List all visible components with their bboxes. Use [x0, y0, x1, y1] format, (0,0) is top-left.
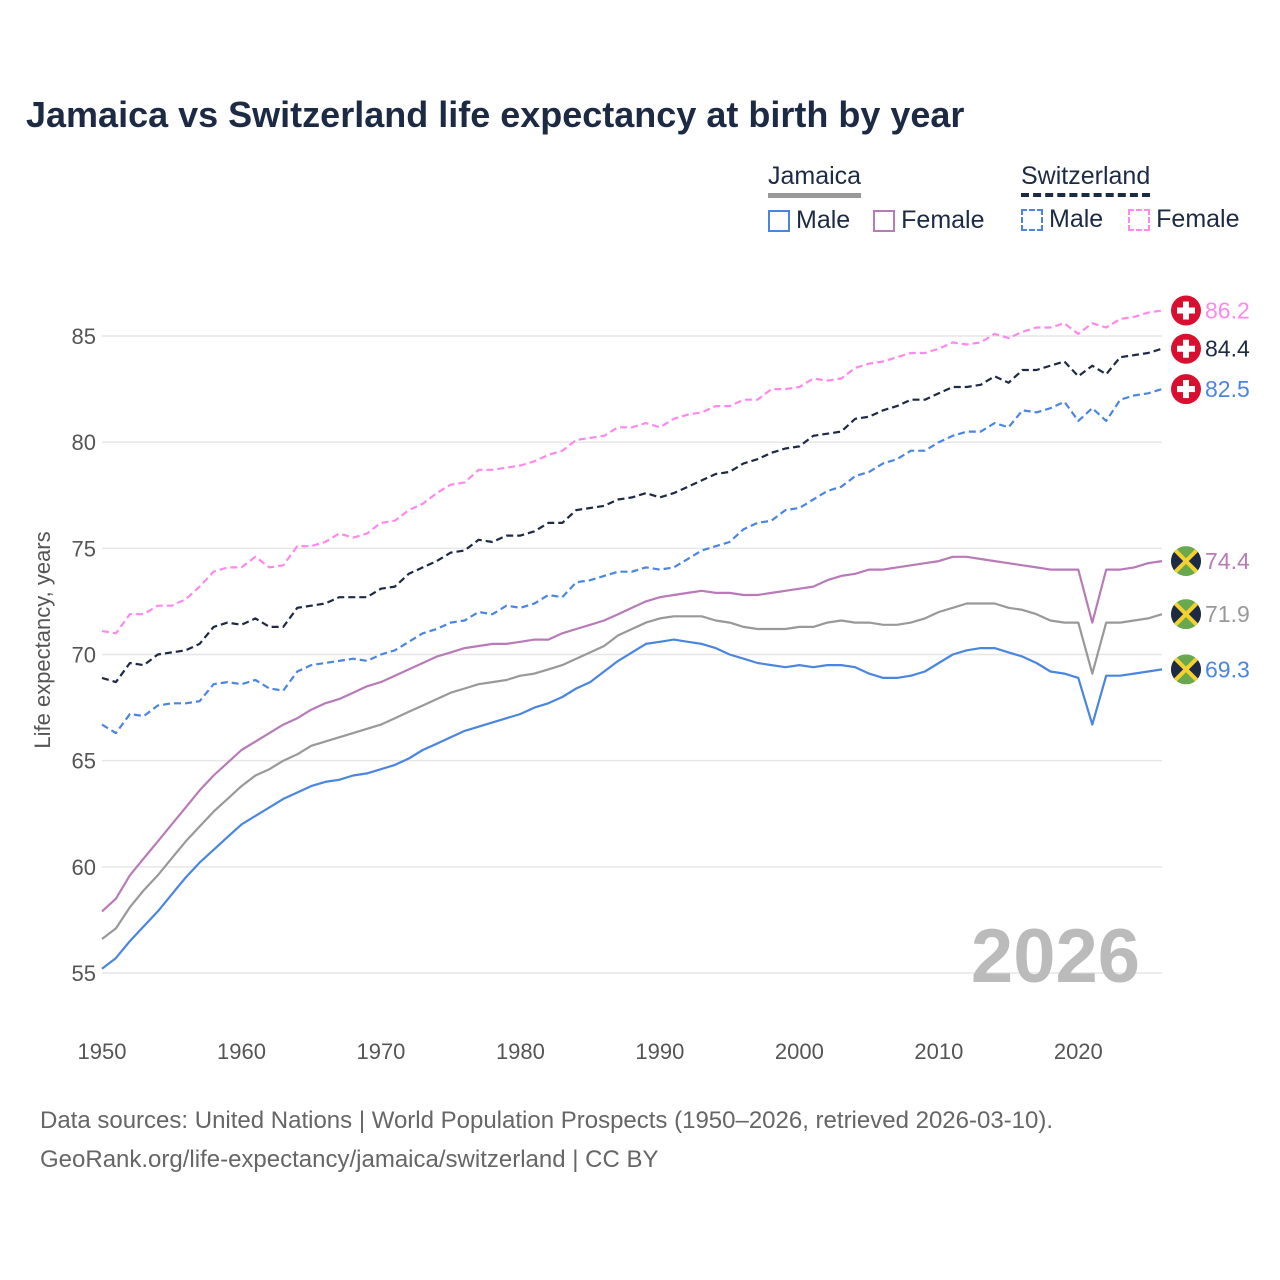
footer-source: Data sources: United Nations | World Pop…: [40, 1107, 1054, 1134]
series-line-switzerland-female: [101, 309, 1163, 635]
switzerland-flag-icon: [1171, 295, 1201, 326]
legend-switzerland-male[interactable]: Male: [1021, 205, 1103, 234]
end-value-label: 82.5: [1205, 376, 1250, 402]
legend-label: Male: [796, 206, 851, 234]
legend-switzerland-female[interactable]: Female: [1128, 205, 1240, 234]
series-line-switzerland: [101, 347, 1163, 684]
series-line-jamaica-male: [101, 638, 1163, 970]
switzerland-flag-icon: [1171, 333, 1201, 364]
legend-jamaica-male[interactable]: Male: [768, 206, 850, 235]
end-value-label: 71.9: [1205, 601, 1250, 627]
chart-title: Jamaica vs Switzerland life expectancy a…: [26, 94, 965, 135]
legend-label: Female: [901, 206, 985, 234]
legend-switzerland-title: Switzerland: [1021, 162, 1151, 197]
x-tick-label: 1980: [496, 1039, 545, 1064]
end-value-label: 69.3: [1205, 656, 1250, 682]
legend-swatch-icon: [1021, 208, 1043, 231]
legend-swatch-icon: [768, 209, 790, 232]
y-tick-label: 65: [72, 749, 96, 774]
series-line-jamaica-female: [101, 555, 1163, 913]
y-tick-label: 85: [72, 324, 96, 349]
legend-label: Female: [1156, 205, 1240, 233]
end-value-label: 86.2: [1205, 298, 1250, 324]
x-tick-label: 1990: [635, 1039, 684, 1064]
y-axis-label: Life expectancy, years: [30, 531, 55, 748]
x-tick-label: 1960: [217, 1039, 266, 1064]
legend-swatch-icon: [1128, 208, 1151, 231]
jamaica-flag-icon: [1171, 546, 1201, 577]
y-tick-label: 70: [72, 643, 96, 668]
current-year-watermark: 2026: [971, 914, 1140, 999]
legend-label: Male: [1049, 205, 1104, 233]
end-value-label: 74.4: [1205, 548, 1250, 574]
footer-link[interactable]: GeoRank.org/life-expectancy/jamaica/swit…: [40, 1146, 659, 1173]
y-tick-label: 75: [72, 536, 96, 561]
jamaica-flag-icon: [1171, 599, 1201, 630]
y-tick-label: 60: [72, 855, 96, 880]
x-tick-label: 2000: [775, 1039, 824, 1064]
x-tick-label: 2020: [1054, 1039, 1103, 1064]
x-tick-label: 2010: [914, 1039, 963, 1064]
series-line-jamaica: [101, 602, 1163, 940]
legend-switzerland: Switzerland Male Female: [1021, 162, 1256, 238]
end-value-label: 84.4: [1205, 336, 1250, 362]
x-tick-label: 1950: [78, 1039, 127, 1064]
switzerland-flag-icon: [1171, 374, 1201, 405]
jamaica-flag-icon: [1171, 654, 1201, 685]
legend-jamaica-title: Jamaica: [768, 162, 862, 198]
legend-jamaica-female[interactable]: Female: [873, 206, 985, 235]
y-tick-label: 80: [72, 430, 96, 455]
legend-jamaica: Jamaica Male Female: [768, 162, 1001, 239]
x-tick-label: 1970: [356, 1039, 405, 1064]
legend-swatch-icon: [873, 209, 896, 232]
series-line-switzerland-male: [101, 388, 1163, 735]
y-tick-label: 55: [72, 961, 96, 986]
